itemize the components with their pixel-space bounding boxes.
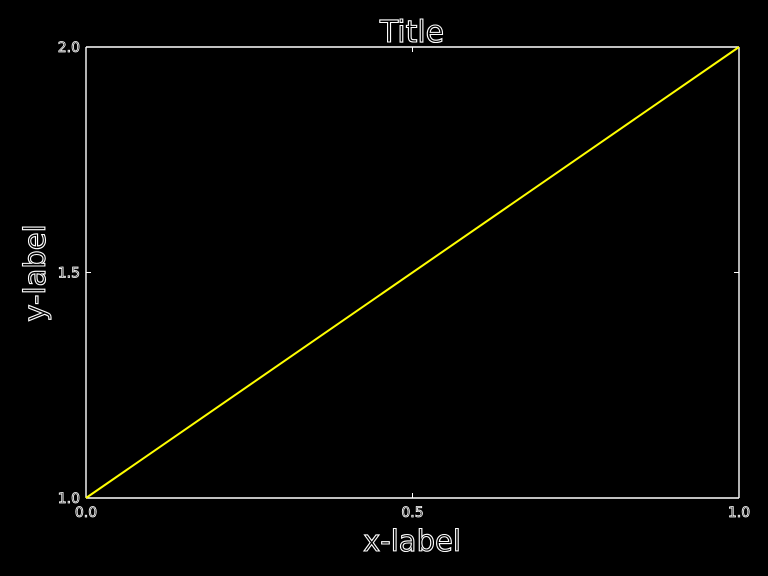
- series-layer: [85, 46, 740, 499]
- y-tick-label: 1.5: [58, 266, 80, 282]
- x-tick-label: 0.0: [75, 505, 97, 521]
- y-tick-label: 2.0: [58, 40, 80, 56]
- series-line: [85, 46, 740, 499]
- chart-title: Title: [379, 15, 444, 50]
- x-tick-label: 0.5: [401, 505, 423, 521]
- x-axis-label: x-label: [363, 524, 461, 558]
- y-axis-label: y-label: [18, 224, 52, 321]
- y-tick-label: 1.0: [58, 491, 80, 507]
- x-tick-label: 1.0: [728, 505, 750, 521]
- tick-labels-layer: 0.0 0.5 1.0 1.0 1.5 2.0: [57, 40, 750, 522]
